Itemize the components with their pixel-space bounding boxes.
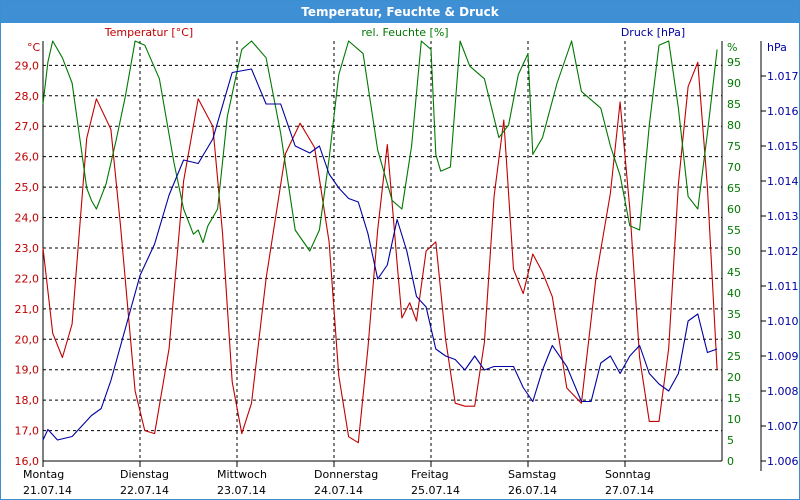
- tick-label-pressure: 1.009: [767, 350, 799, 363]
- day-date-label: 21.07.14: [23, 484, 72, 497]
- day-date-label: 25.07.14: [411, 484, 460, 497]
- temperature-axis-title: Temperatur [°C]: [104, 26, 193, 39]
- tick-label-humidity: 30: [727, 329, 741, 342]
- tick-label-humidity: 40: [727, 287, 741, 300]
- tick-label-pressure: 1.010: [767, 315, 799, 328]
- tick-label-pressure: 1.015: [767, 140, 799, 153]
- day-name-label: Donnerstag: [314, 468, 378, 481]
- pressure-unit-label: hPa: [767, 41, 787, 54]
- tick-label-pressure: 1.007: [767, 420, 799, 433]
- humidity-unit-label: %: [727, 41, 737, 54]
- tick-label-pressure: 1.012: [767, 245, 799, 258]
- weather-chart: 16,0 17,0 18,0 19,0 20,0 21,0 22,0 23,0 24,0 25,0…: [15, 26, 799, 497]
- tick-label-pressure: 1.014: [767, 175, 799, 188]
- day-name-label: Dienstag: [120, 468, 169, 481]
- tick-label-humidity: 95: [727, 56, 741, 69]
- tick-label-pressure: 1.011: [767, 280, 799, 293]
- tick-label-humidity: 15: [727, 392, 741, 405]
- day-name-label: Sonntag: [605, 468, 651, 481]
- tick-label-humidity: 85: [727, 98, 741, 111]
- tick-label-humidity: 75: [727, 140, 741, 153]
- tick-label-temperature: 28,0: [15, 90, 40, 103]
- day-date-label: 24.07.14: [314, 484, 363, 497]
- series-line-pressure: [42, 68, 718, 441]
- tick-label-humidity: 10: [727, 413, 741, 426]
- tick-label-pressure: 1.013: [767, 210, 799, 223]
- tick-label-temperature: 22,0: [15, 272, 40, 285]
- day-date-label: 26.07.14: [508, 484, 557, 497]
- tick-label-humidity: 0: [727, 455, 734, 468]
- tick-label-temperature: 17,0: [15, 425, 40, 438]
- tick-label-pressure: 1.006: [767, 455, 799, 468]
- tick-label-temperature: 29,0: [15, 59, 40, 72]
- series-line-humidity: [42, 40, 718, 252]
- tick-label-temperature: 16,0: [15, 455, 40, 468]
- tick-label-humidity: 45: [727, 266, 741, 279]
- tick-label-temperature: 18,0: [15, 394, 40, 407]
- tick-label-humidity: 90: [727, 77, 741, 90]
- tick-label-humidity: 5: [727, 434, 734, 447]
- tick-label-humidity: 50: [727, 245, 741, 258]
- tick-label-humidity: 25: [727, 350, 741, 363]
- day-date-label: 27.07.14: [605, 484, 654, 497]
- humidity-axis-title: rel. Feuchte [%]: [361, 26, 448, 39]
- series-line-temperature: [42, 61, 718, 444]
- tick-label-pressure: 1.008: [767, 385, 799, 398]
- temperature-unit-label: °C: [27, 41, 41, 54]
- tick-label-pressure: 1.017: [767, 70, 799, 83]
- tick-label-temperature: 27,0: [15, 120, 40, 133]
- tick-label-humidity: 70: [727, 161, 741, 174]
- tick-label-temperature: 23,0: [15, 242, 40, 255]
- tick-label-humidity: 35: [727, 308, 741, 321]
- day-date-label: 23.07.14: [217, 484, 266, 497]
- tick-label-pressure: 1.016: [767, 105, 799, 118]
- day-name-label: Freitag: [411, 468, 449, 481]
- tick-label-temperature: 20,0: [15, 333, 40, 346]
- tick-label-humidity: 80: [727, 119, 741, 132]
- day-name-label: Montag: [23, 468, 64, 481]
- pressure-axis-title: Druck [hPa]: [621, 26, 685, 39]
- tick-label-temperature: 21,0: [15, 303, 40, 316]
- tick-label-temperature: 19,0: [15, 364, 40, 377]
- tick-label-temperature: 24,0: [15, 212, 40, 225]
- day-name-label: Mittwoch: [217, 468, 267, 481]
- window-title: Temperatur, Feuchte & Druck: [1, 1, 799, 23]
- tick-label-humidity: 60: [727, 203, 741, 216]
- tick-label-temperature: 25,0: [15, 181, 40, 194]
- tick-label-humidity: 55: [727, 224, 741, 237]
- tick-label-temperature: 26,0: [15, 151, 40, 164]
- day-date-label: 22.07.14: [120, 484, 169, 497]
- day-name-label: Samstag: [508, 468, 556, 481]
- tick-label-humidity: 65: [727, 182, 741, 195]
- tick-label-humidity: 20: [727, 371, 741, 384]
